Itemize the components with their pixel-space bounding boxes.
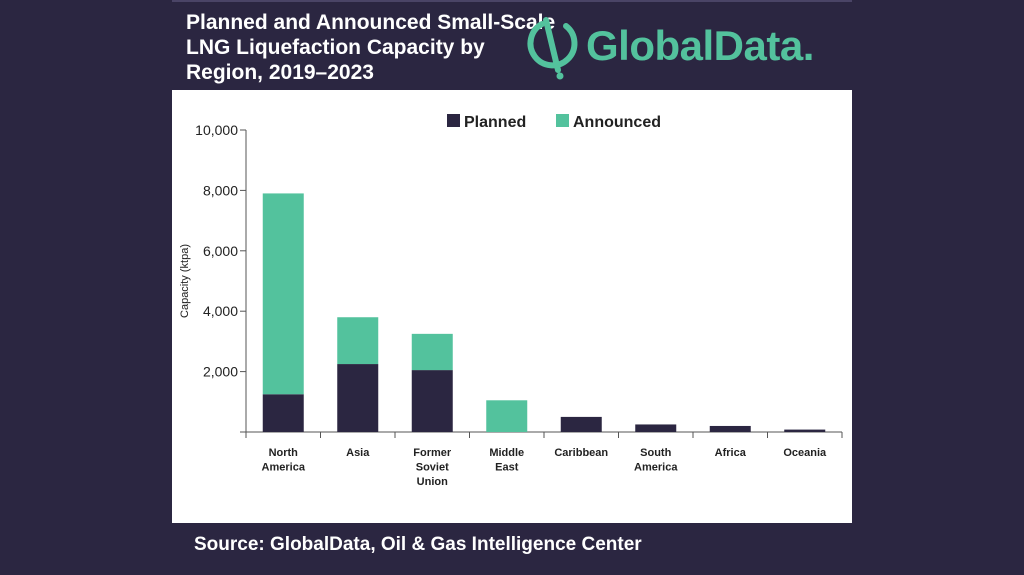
x-tick-label: East bbox=[495, 462, 519, 474]
bar-announced bbox=[486, 400, 528, 432]
bar-announced bbox=[337, 317, 379, 365]
bar-announced bbox=[411, 333, 453, 371]
bar-planned bbox=[635, 424, 677, 432]
bar-planned bbox=[411, 370, 453, 432]
bar-planned bbox=[337, 364, 379, 432]
x-tick-label: America bbox=[262, 462, 306, 474]
bar-announced bbox=[262, 193, 304, 395]
x-tick-label: North bbox=[269, 447, 299, 459]
x-tick-label: Asia bbox=[346, 447, 370, 459]
x-tick-label: Africa bbox=[715, 447, 747, 459]
bar-planned bbox=[560, 416, 602, 432]
logo-wordmark: GlobalData. bbox=[586, 22, 814, 69]
globaldata-logo: GlobalData. bbox=[522, 10, 852, 80]
x-tick-label: Caribbean bbox=[554, 447, 608, 459]
x-tick-label: Middle bbox=[489, 447, 524, 459]
chart-title: Planned and Announced Small-Scale LNG Li… bbox=[186, 10, 556, 85]
x-tick-label: South bbox=[640, 447, 671, 459]
stacked-bar-chart: 2,000 4,000 6,000 8,000 10,000 Capacity (ktpa… bbox=[179, 114, 843, 488]
y-tick-label: 2,000 bbox=[203, 364, 238, 380]
x-tick-label: Union bbox=[417, 476, 448, 488]
legend-swatch-planned bbox=[447, 114, 460, 127]
x-tick-label: Oceania bbox=[783, 447, 827, 459]
y-tick-label: 6,000 bbox=[203, 243, 238, 259]
top-divider bbox=[172, 0, 852, 2]
y-axis-label: Capacity (ktpa) bbox=[179, 244, 191, 318]
globaldata-logo-icon bbox=[527, 17, 578, 80]
y-tick-label: 8,000 bbox=[203, 182, 238, 198]
chart-title-line-1: Planned and Announced Small-Scale bbox=[186, 11, 556, 34]
bar-planned bbox=[709, 425, 751, 432]
x-tick-label: Former bbox=[413, 447, 452, 459]
legend-label: Planned bbox=[464, 114, 526, 131]
x-tick-label: Soviet bbox=[416, 462, 449, 474]
x-tick-label: America bbox=[634, 462, 678, 474]
legend-label: Announced bbox=[573, 114, 661, 131]
y-tick-label: 4,000 bbox=[203, 303, 238, 319]
bar-planned bbox=[784, 429, 826, 432]
chart-title-line-2: LNG Liquefaction Capacity by bbox=[186, 36, 485, 59]
bar-planned bbox=[262, 394, 304, 432]
legend-swatch-announced bbox=[556, 114, 569, 127]
chart-panel: 2,000 4,000 6,000 8,000 10,000 Capacity (ktpa… bbox=[172, 90, 852, 523]
chart-title-line-3: Region, 2019–2023 bbox=[186, 61, 374, 84]
source-note: Source: GlobalData, Oil & Gas Intelligen… bbox=[194, 534, 642, 555]
y-tick-label: 10,000 bbox=[195, 122, 238, 138]
